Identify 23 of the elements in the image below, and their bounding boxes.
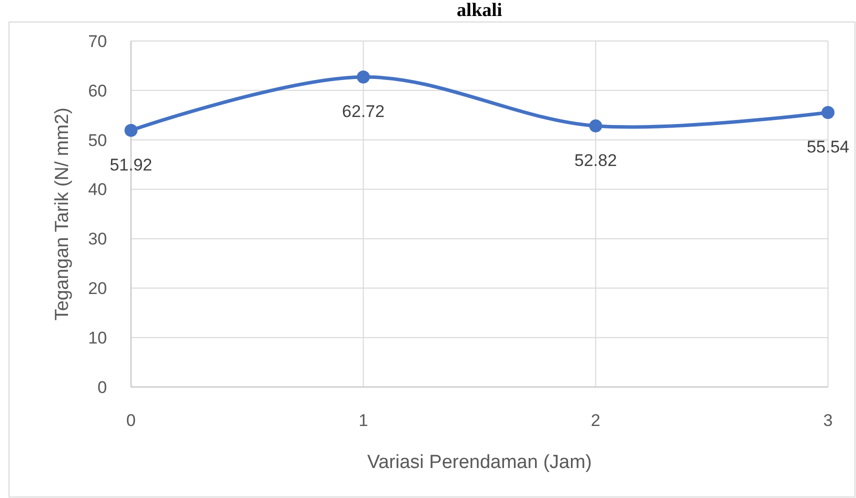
x-tick-label: 0 [126,411,136,430]
data-label: 62.72 [342,102,385,121]
x-tick-label: 1 [358,411,368,430]
y-axis-title: Tegangan Tarik (N/ mm2) [52,108,73,320]
y-tick-label: 20 [88,279,107,298]
data-label: 51.92 [110,155,152,174]
point [822,106,834,119]
data-label: 55.54 [806,137,850,156]
y-tick-label: 40 [88,180,107,200]
x-tick-label: 3 [823,411,833,430]
x-axis-title: Variasi Perendaman (Jam) [367,452,592,473]
chart-title: alkali [456,0,502,21]
y-tick-label: 70 [88,32,107,51]
point [589,119,602,132]
y-tick-label: 10 [88,328,107,348]
data-label: 52.82 [574,150,617,170]
y-tick-label: 60 [88,81,107,100]
y-tick-label: 50 [88,130,107,150]
y-tick-label: 30 [88,230,107,249]
y-tick-label: 0 [98,378,107,397]
point [356,70,370,84]
x-tick-label: 2 [590,411,600,430]
point [124,124,138,137]
